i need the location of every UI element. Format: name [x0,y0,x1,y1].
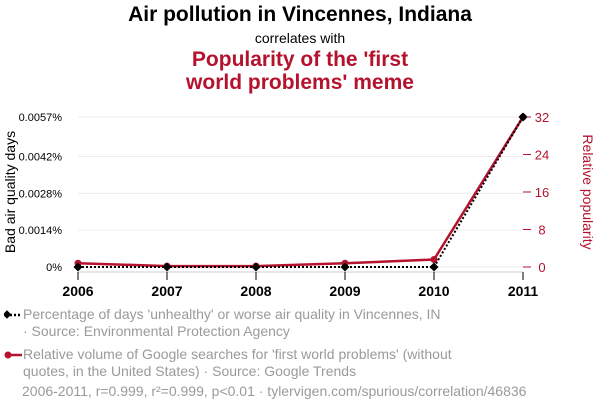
series-1-line [78,116,524,268]
right-tick-label: 16 [535,185,549,200]
series-layer [73,112,528,272]
x-tick-label: 2011 [508,283,539,299]
series-2-line [77,116,525,268]
legend-series-1: Percentage of days 'unhealthy' or worse … [4,306,474,346]
left-tick-label: 0.0057% [19,112,63,124]
series-1-point [162,262,172,272]
legend-series-2: Relative volume of Google searches for '… [4,346,474,386]
legend-series-2-line-1: Relative volume of Google searches for '… [23,346,452,362]
legend-marker-series-1 [4,310,22,319]
series-2-point [430,256,438,263]
series-1-point [429,262,439,272]
series-1-point [251,262,261,272]
left-tick-label: 0.0014% [19,225,63,237]
x-tick-label: 2008 [240,283,271,299]
right-tick-label: 8 [538,223,545,238]
subtitle-line-1: Popularity of the 'first [191,48,409,71]
correlates-with-text: correlates with [254,30,346,46]
x-axis-ticks: 2006 2007 2008 2009 2010 2011 [62,272,538,299]
subtitle-line-2: world problems' meme [186,71,414,94]
x-tick-label: 2007 [151,283,182,299]
right-axis-ticks: 0 8 16 24 32 [523,110,549,275]
right-tick-label: 24 [535,148,549,163]
chart-subtitle: Popularity of the 'first world problems'… [0,48,600,94]
x-tick-label: 2006 [62,283,93,299]
x-tick-label: 2010 [418,283,449,299]
legend-series-1-line-2: · Source: Environmental Protection Agenc… [23,323,290,339]
chart-title: Air pollution in Vincennes, Indiana [128,3,472,26]
left-axis-label: Bad air quality days [2,131,18,253]
left-tick-label: 0.0042% [19,151,63,163]
right-tick-label: 32 [535,110,549,125]
right-axis-label: Relative popularity [580,134,596,249]
legend-marker-series-2 [4,351,22,359]
left-tick-label: 0.0028% [19,188,63,200]
left-tick-label: 0% [46,262,62,274]
legend-series-2-line-2: quotes, in the United States) · Source: … [23,363,357,379]
x-tick-label: 2009 [329,283,360,299]
left-axis-ticks: 0% 0.0014% 0.0028% 0.0042% 0.0057% [19,112,63,274]
legend-series-1-line-1: Percentage of days 'unhealthy' or worse … [23,306,441,322]
chart-plot: 0%0.0014%0.0028%0.0042%0.0057% 08162432 … [2,110,596,299]
right-tick-label: 0 [538,260,545,275]
footer-stats: 2006-2011, r=0.999, r²=0.999, p<0.01 · t… [22,383,527,399]
grid-lines [78,116,523,268]
